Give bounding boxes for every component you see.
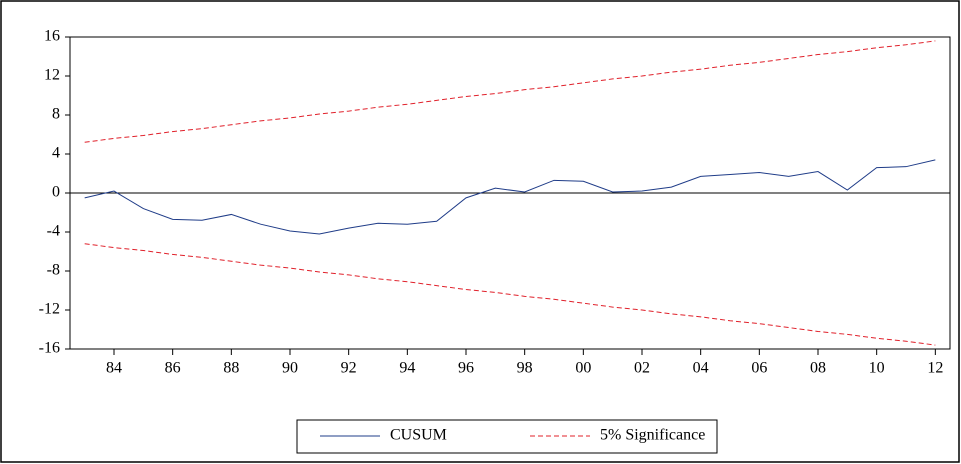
x-tick-label: 88 bbox=[223, 360, 239, 377]
y-tick-label: -8 bbox=[47, 262, 60, 279]
x-tick-label: 06 bbox=[751, 360, 767, 377]
x-tick-label: 04 bbox=[693, 360, 709, 377]
y-tick-label: -4 bbox=[47, 223, 60, 240]
series-line bbox=[84, 40, 936, 143]
x-tick-label: 84 bbox=[106, 360, 122, 377]
x-tick-label: 90 bbox=[282, 360, 298, 377]
y-tick-label: -12 bbox=[39, 301, 60, 318]
y-tick-label: 8 bbox=[52, 106, 60, 123]
y-tick-label: 16 bbox=[44, 28, 60, 45]
y-tick-label: 12 bbox=[44, 67, 60, 84]
x-tick-label: 96 bbox=[458, 360, 474, 377]
x-tick-label: 02 bbox=[634, 360, 650, 377]
y-tick-label: 0 bbox=[52, 184, 60, 201]
x-tick-label: 10 bbox=[869, 360, 885, 377]
legend-label: 5% Significance bbox=[600, 427, 705, 444]
x-tick-label: 00 bbox=[575, 360, 591, 377]
x-tick-label: 12 bbox=[927, 360, 943, 377]
series-line bbox=[84, 159, 936, 235]
y-tick-label: -16 bbox=[39, 340, 60, 357]
legend bbox=[296, 419, 718, 454]
y-tick-label: 4 bbox=[52, 145, 60, 162]
legend-label: CUSUM bbox=[390, 427, 447, 444]
x-tick-label: 98 bbox=[517, 360, 533, 377]
series-line bbox=[84, 243, 936, 346]
x-tick-label: 94 bbox=[399, 360, 415, 377]
x-tick-label: 86 bbox=[165, 360, 181, 377]
x-tick-label: 92 bbox=[341, 360, 357, 377]
x-tick-label: 08 bbox=[810, 360, 826, 377]
